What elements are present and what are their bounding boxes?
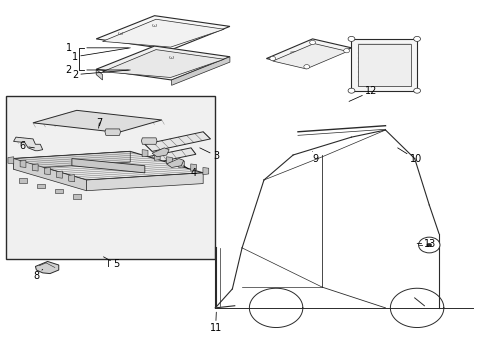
Text: 1: 1	[65, 43, 72, 53]
Polygon shape	[32, 164, 38, 171]
Polygon shape	[166, 158, 183, 167]
Polygon shape	[8, 157, 14, 164]
Polygon shape	[171, 57, 229, 85]
Polygon shape	[96, 16, 229, 50]
Circle shape	[343, 49, 349, 53]
Polygon shape	[178, 160, 184, 167]
Polygon shape	[55, 189, 63, 193]
Polygon shape	[33, 111, 162, 132]
Circle shape	[413, 36, 420, 41]
Bar	[6, 96, 215, 258]
Polygon shape	[73, 194, 81, 199]
Polygon shape	[142, 150, 148, 157]
Polygon shape	[20, 160, 26, 167]
Polygon shape	[141, 138, 157, 144]
Text: 7: 7	[96, 118, 102, 128]
Polygon shape	[357, 44, 410, 86]
Polygon shape	[35, 261, 59, 274]
Polygon shape	[14, 137, 42, 151]
Circle shape	[418, 237, 439, 253]
Text: 10: 10	[397, 148, 421, 164]
Circle shape	[347, 36, 354, 41]
Polygon shape	[203, 167, 208, 175]
Polygon shape	[14, 158, 86, 191]
Polygon shape	[37, 184, 45, 188]
Circle shape	[303, 64, 309, 69]
Circle shape	[426, 243, 431, 247]
Polygon shape	[190, 164, 196, 171]
Polygon shape	[14, 152, 130, 169]
Polygon shape	[69, 175, 74, 182]
Text: 3: 3	[200, 148, 219, 161]
Text: ω: ω	[118, 31, 123, 36]
Text: 11: 11	[209, 312, 221, 333]
Circle shape	[269, 57, 275, 61]
Polygon shape	[166, 157, 172, 164]
Text: 4: 4	[183, 166, 197, 178]
Text: 1: 1	[72, 48, 130, 62]
Polygon shape	[272, 44, 347, 69]
Text: 2: 2	[65, 65, 72, 75]
Polygon shape	[152, 148, 169, 157]
Text: 8: 8	[33, 269, 42, 281]
Polygon shape	[144, 132, 210, 152]
Text: 5: 5	[103, 257, 119, 269]
Circle shape	[413, 88, 420, 93]
Polygon shape	[19, 179, 26, 183]
Circle shape	[347, 88, 354, 93]
Text: 2: 2	[72, 69, 130, 80]
Text: 9: 9	[312, 152, 318, 164]
Text: 12: 12	[348, 86, 377, 102]
Polygon shape	[86, 173, 203, 191]
Polygon shape	[72, 158, 144, 173]
Polygon shape	[44, 167, 50, 175]
Text: ω: ω	[152, 23, 157, 28]
Text: 6: 6	[20, 141, 34, 151]
Polygon shape	[102, 50, 224, 77]
Polygon shape	[266, 39, 351, 67]
Text: ω: ω	[169, 55, 174, 60]
Polygon shape	[142, 148, 196, 164]
Text: 13: 13	[416, 239, 436, 249]
Polygon shape	[102, 19, 224, 47]
Polygon shape	[154, 153, 160, 160]
Polygon shape	[14, 152, 203, 180]
Polygon shape	[105, 129, 120, 135]
Polygon shape	[351, 39, 416, 91]
Polygon shape	[96, 69, 102, 80]
Polygon shape	[57, 171, 62, 178]
Polygon shape	[96, 46, 229, 80]
Circle shape	[309, 40, 315, 45]
